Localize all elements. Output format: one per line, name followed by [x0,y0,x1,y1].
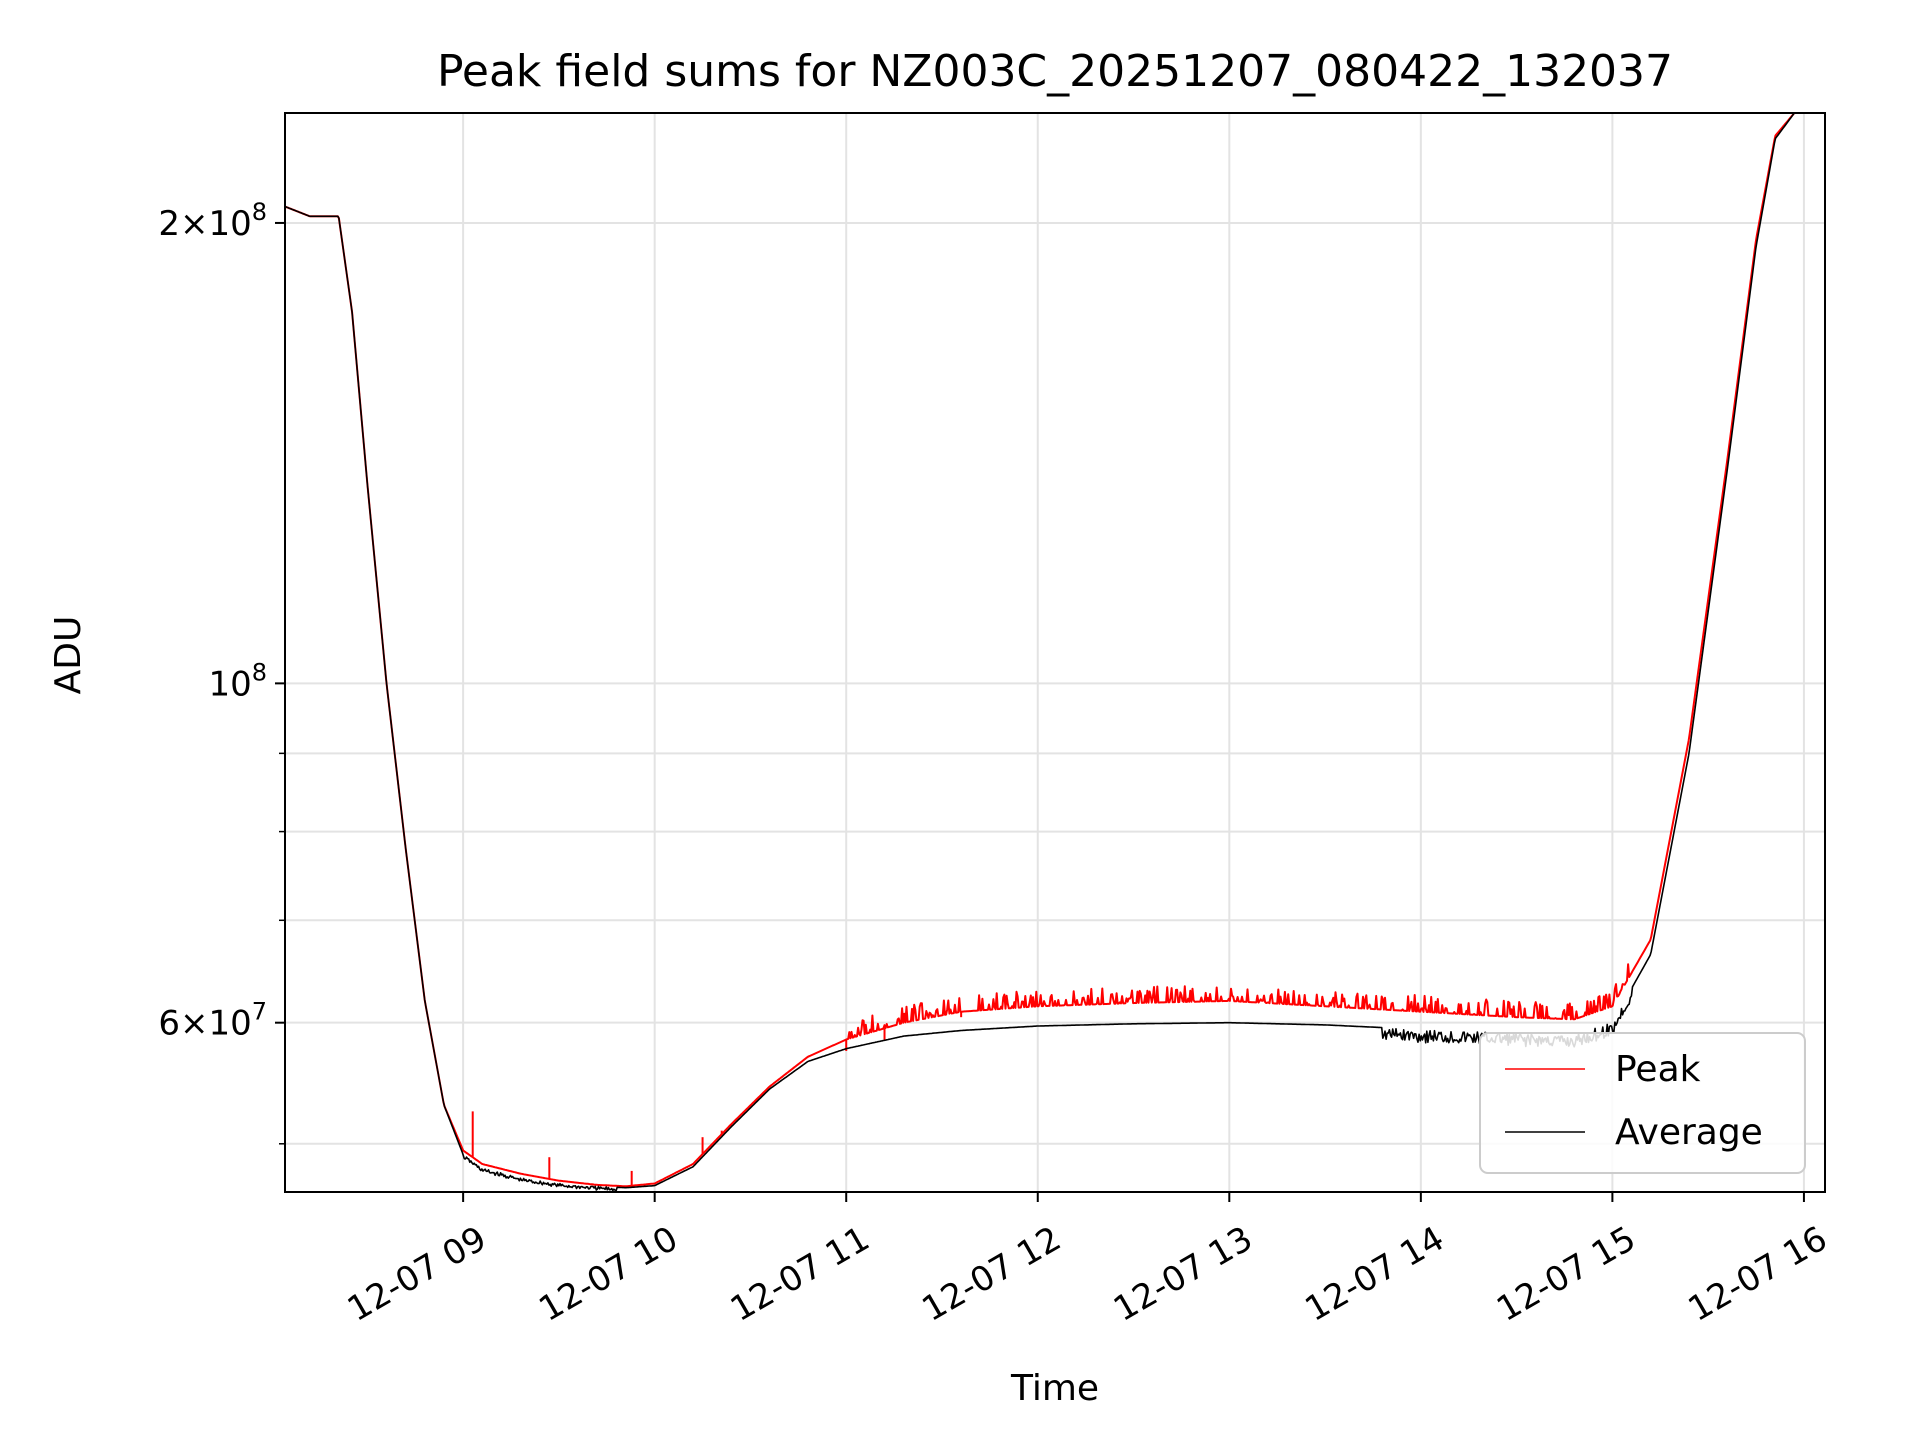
y-tick-label-times: × [180,204,209,244]
legend-label-average: Average [1615,1112,1763,1153]
legend: Peak Average [1479,1032,1806,1174]
y-axis-label: ADU [48,616,89,695]
y-tick-label-pow: 10 [208,1004,251,1044]
y-tick-label-pow: 10 [208,204,251,244]
chart-title: Peak field sums for NZ003C_20251207_0804… [437,46,1673,97]
y-tick-label-exponent: 8 [252,658,267,686]
grid [285,113,1825,1192]
legend-box [1479,1032,1806,1174]
y-tick-label-base: 2 [158,204,180,244]
plot-frame [284,112,1826,1193]
y-tick-label-base: 6 [158,1004,180,1044]
x-axis-label: Time [1010,1368,1099,1409]
y-tick-label: 2×108 [158,198,267,244]
series-line-peak [284,112,1825,1188]
y-tick-label-exponent: 7 [252,998,267,1026]
y-tick-label-exponent: 8 [252,198,267,226]
y-tick-label-pow: 10 [208,664,251,704]
y-tick-label: 6×107 [158,998,267,1044]
y-tick-label: 108 [208,658,267,704]
legend-label-peak: Peak [1615,1049,1701,1090]
y-tick-label-times: × [180,1004,209,1044]
